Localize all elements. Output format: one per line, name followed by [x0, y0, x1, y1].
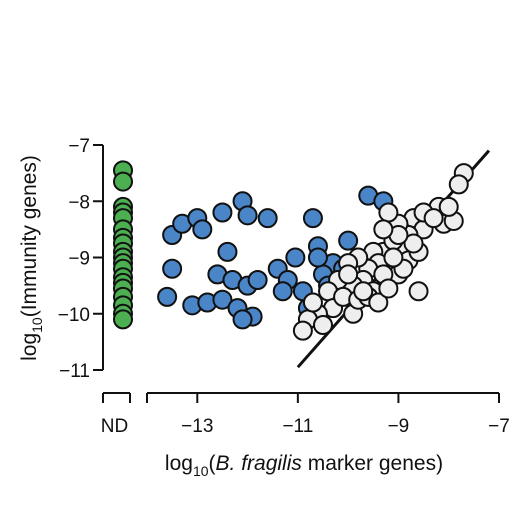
data-point [257, 208, 278, 229]
data-point [292, 320, 313, 341]
data-point [438, 196, 459, 217]
data-point [232, 309, 253, 330]
data-point [113, 309, 133, 330]
y-ticks: −7 −8 −9 −10 −11 [58, 136, 103, 382]
x-nd-label: ND [101, 416, 128, 437]
data-point [307, 247, 328, 268]
data-point [162, 258, 183, 279]
data-point [212, 289, 233, 310]
data-point [338, 230, 359, 251]
data-point [113, 171, 133, 192]
data-point [217, 241, 238, 262]
y-tick-label: −11 [59, 361, 90, 382]
y-tick-label: −8 [68, 192, 90, 213]
data-point [302, 208, 323, 229]
x-tick-label: −11 [282, 416, 313, 437]
data-point [378, 202, 399, 223]
data-point [212, 202, 233, 223]
data-point [408, 281, 429, 302]
data-point [353, 281, 374, 302]
y-tick-label: −9 [68, 249, 90, 270]
x-tick-label: −13 [181, 416, 213, 437]
y-tick-label: −10 [58, 305, 90, 326]
data-points [113, 160, 474, 341]
data-point [313, 315, 333, 335]
data-point [383, 247, 404, 268]
y-axis-title: log10(Immunity genes) [18, 155, 45, 361]
data-point [378, 278, 399, 299]
data-point [285, 247, 306, 268]
data-point [403, 233, 424, 254]
data-point [448, 174, 469, 195]
data-point [237, 205, 258, 226]
data-point [373, 219, 394, 240]
data-point [157, 286, 178, 307]
y-tick-label: −7 [68, 136, 90, 157]
data-point [368, 292, 389, 313]
data-point [338, 264, 359, 285]
data-point [302, 292, 323, 313]
x-ticks: ND −13 −11 −9 −7 [101, 393, 510, 437]
data-point [192, 219, 213, 240]
x-axis-title: log10(B. fragilis marker genes) [165, 452, 443, 479]
data-point [247, 270, 268, 290]
data-point [272, 281, 293, 302]
data-point [423, 208, 444, 229]
x-tick-label: −7 [488, 416, 510, 437]
x-tick-label: −9 [388, 416, 410, 437]
